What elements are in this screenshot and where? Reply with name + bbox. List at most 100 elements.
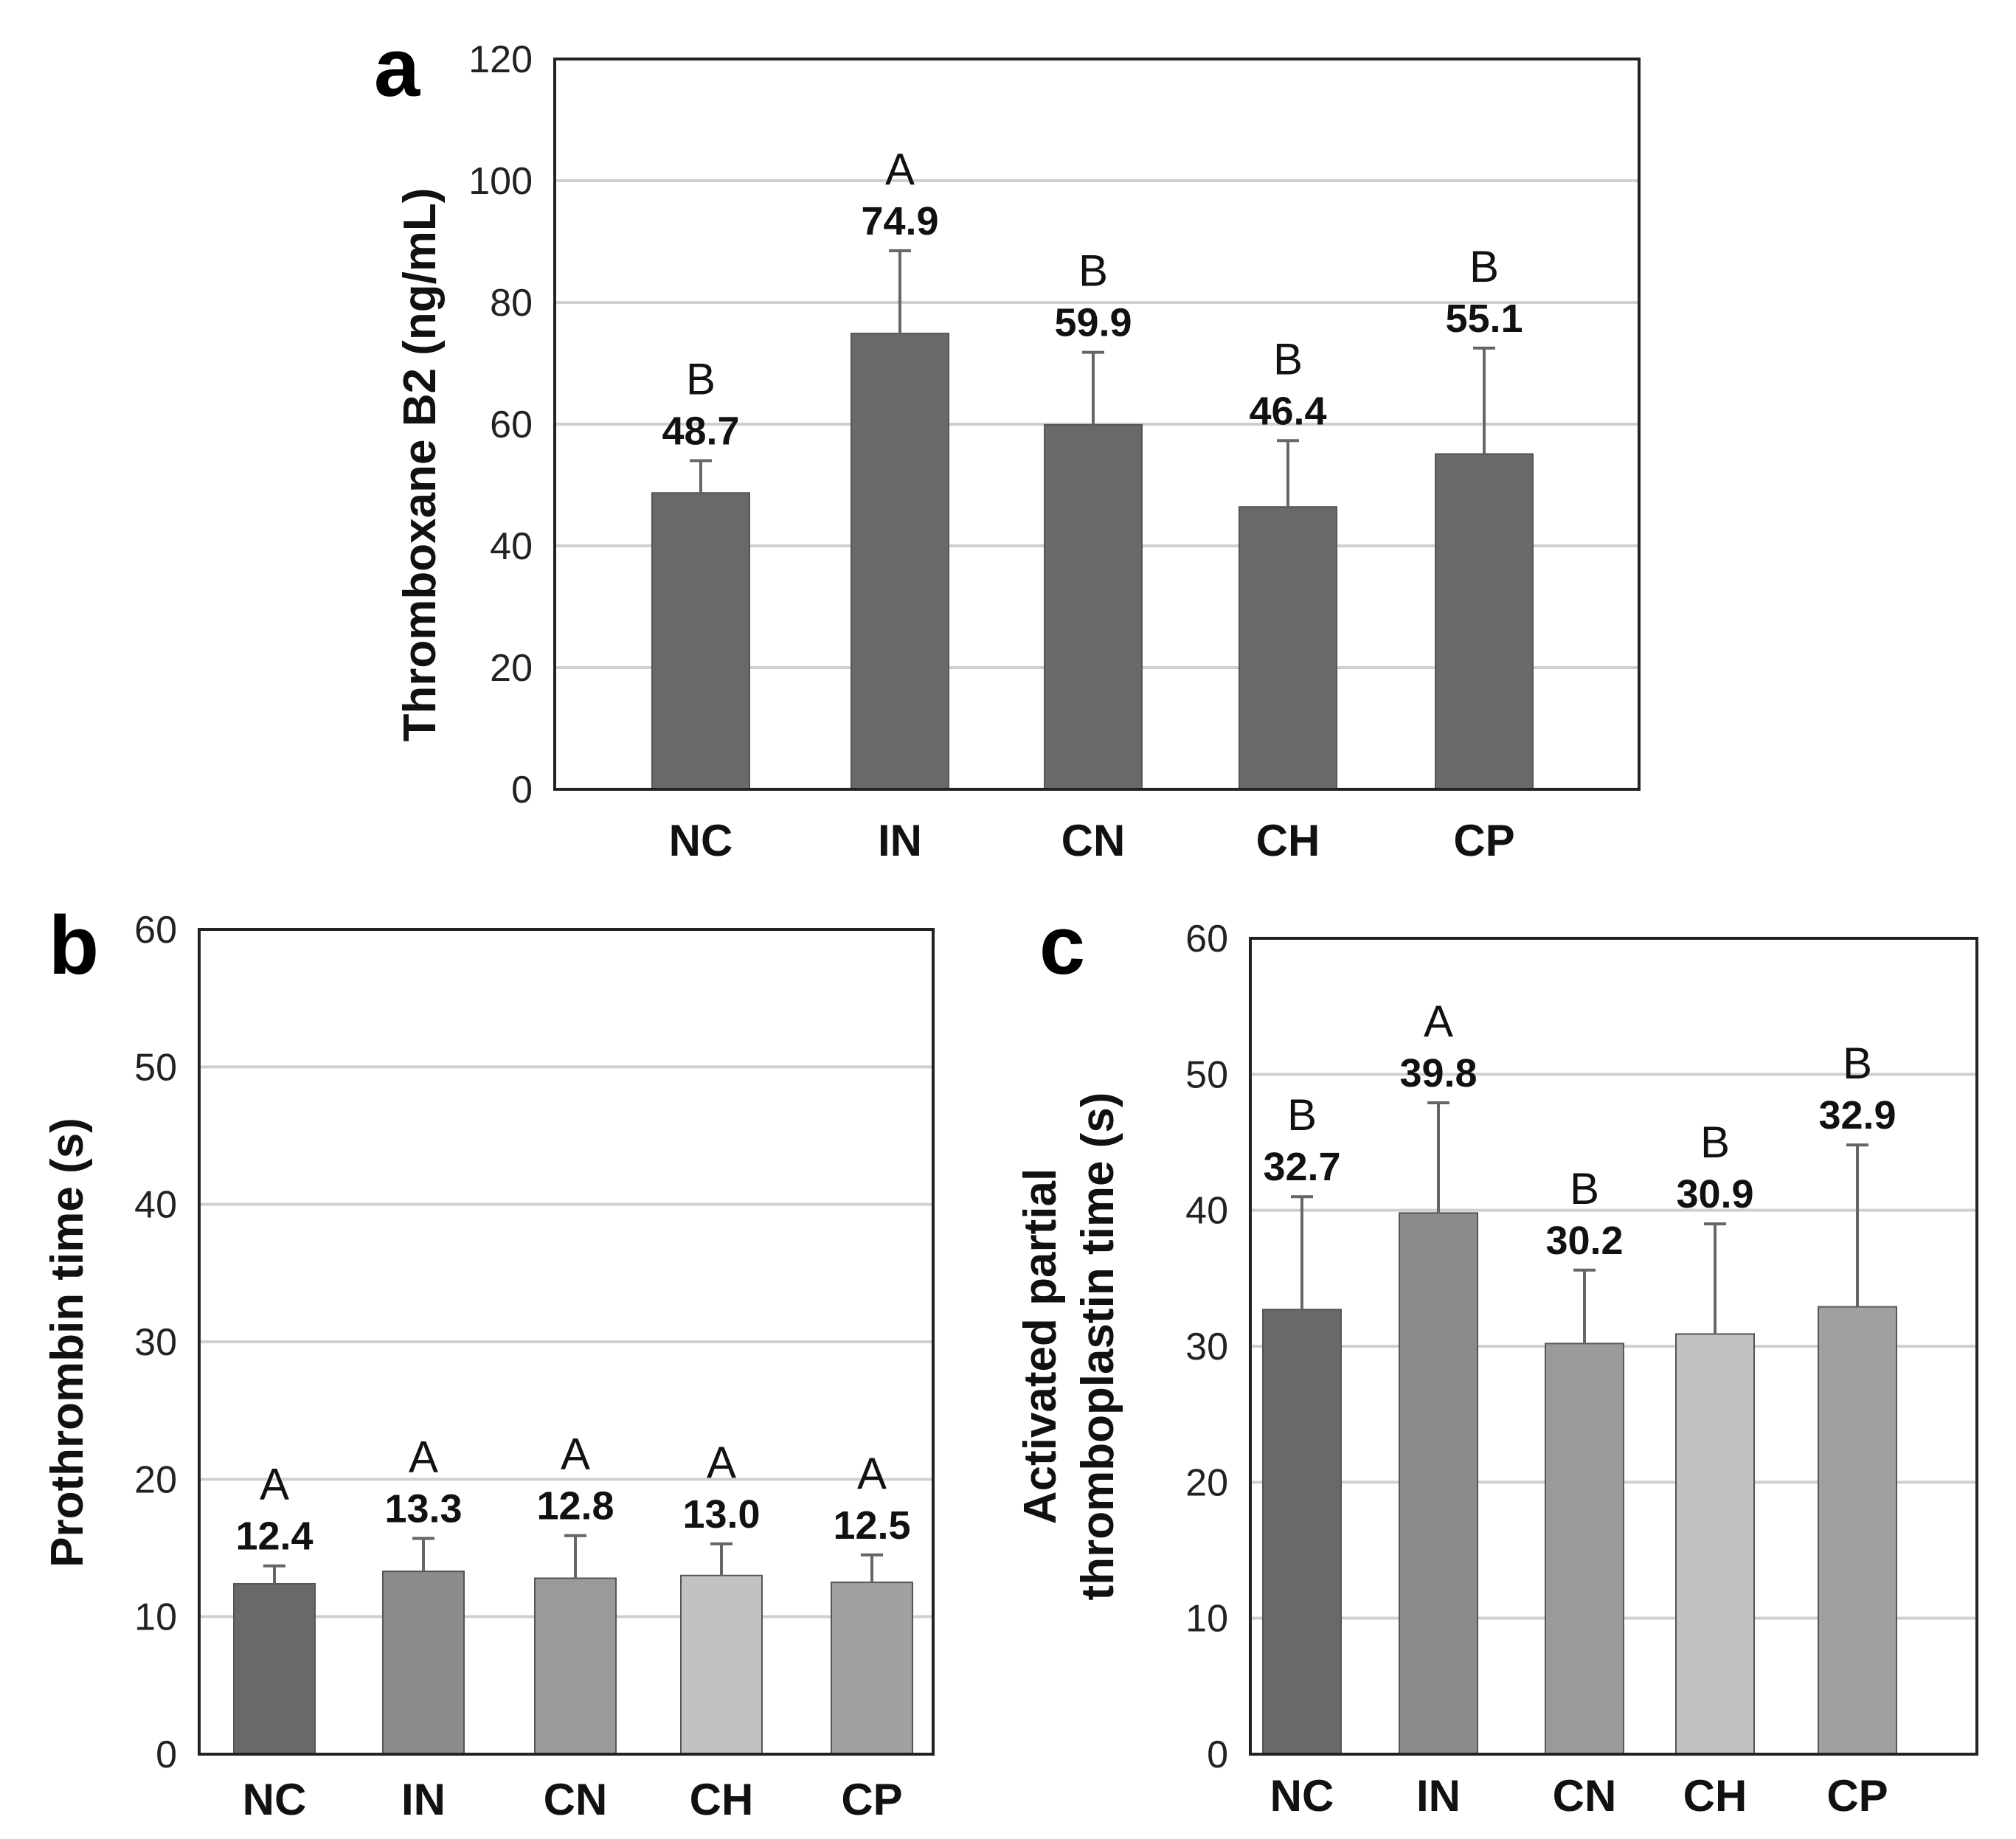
panel-a-category-label: NC [669,816,733,865]
panel-a-bar-ch [1239,506,1337,790]
panel-b-x-axis-labels: NC IN CN CH CP [243,1775,903,1824]
panel-a-category-label: CP [1453,816,1514,865]
panel-c-y-axis-title: Activated partial [1015,1168,1066,1524]
panel-a-y-tick-label: 80 [490,282,533,325]
panel-c-significance-letter: B [1700,1118,1730,1167]
panel-c-aptt-chart: c 32.7 B 39.8 A 30.2 B 30.9 B 32.9 B 0 10 20 30 40 50 6… [1015,899,1978,1821]
panel-a-y-tick-label: 40 [490,525,533,568]
panel-c-value-label: 30.2 [1545,1219,1623,1263]
panel-a-bar-nc [651,492,750,790]
panel-c-y-tick-label: 40 [1185,1190,1228,1233]
panel-b-plot-frame [198,928,935,1756]
panel-b-bars: 12.4 A 13.3 A 12.8 A 13.0 A 12.5 A [233,1430,913,1756]
panel-c-significance-letter: A [1424,997,1453,1046]
panel-a-y-tick-label: 0 [511,769,533,811]
panel-b-bar-cn [534,1577,617,1756]
panel-b-value-label: 12.8 [536,1484,614,1528]
panel-c-y-axis-ticks: 0 10 20 30 40 50 60 [1185,918,1228,1776]
panel-b-y-tick-label: 40 [134,1184,177,1227]
panel-a-y-tick-label: 60 [490,404,533,446]
panel-a-bars: 48.7 B 74.9 A 59.9 B 46.4 B 55.1 B [651,145,1534,790]
panel-b-bar-in [382,1570,465,1756]
panel-c-y-tick-label: 30 [1185,1326,1228,1368]
panel-b-prothrombin-chart: b 12.4 A 13.3 A 12.8 A 13.0 A 12.5 A 0 10 20 30 40 50 6… [42,899,935,1824]
panel-a-significance-letter: B [1078,246,1108,296]
panel-c-plot-frame [1249,937,1978,1756]
panel-a-y-axis-title: Thromboxane B2 (ng/mL) [395,188,446,742]
panel-c-category-label: NC [1270,1771,1334,1821]
panel-b-significance-letter: A [409,1432,438,1481]
panel-c-y-tick-label: 60 [1185,918,1228,960]
panel-a-significance-letter: B [1469,242,1499,291]
panel-a-category-label: IN [878,816,922,865]
panel-b-value-label: 12.5 [833,1503,910,1548]
panel-a-bar-in [851,333,949,790]
panel-a-value-label: 59.9 [1054,301,1132,345]
panel-a-y-tick-label: 100 [468,160,533,203]
panel-a-y-axis-ticks: 0 20 40 60 80 100 120 [468,38,533,811]
panel-c-category-label: IN [1416,1771,1461,1821]
panel-b-y-axis-label: Prothrombin time (s) [42,1118,93,1568]
panel-a-y-tick-label: 120 [468,38,533,81]
panel-b-y-tick-label: 0 [156,1734,177,1776]
panel-a-bar-cp [1435,453,1534,790]
panel-c-value-label: 32.9 [1818,1093,1896,1137]
panel-a-bar-cn [1044,423,1143,790]
panel-a-plot-frame [553,58,1641,791]
panel-a-letter: a [374,21,420,114]
panel-a-x-axis-labels: NC IN CN CH CP [669,816,1515,865]
panel-c-category-label: CH [1683,1771,1747,1821]
panel-b-significance-letter: A [707,1438,736,1487]
panel-c-y-tick-label: 0 [1207,1734,1228,1776]
panel-a-value-label: 46.4 [1249,389,1326,433]
panel-a-significance-letter: B [1273,334,1303,384]
panel-b-bar-cp [831,1582,913,1755]
panel-c-y-tick-label: 50 [1185,1053,1228,1096]
panel-b-y-axis-ticks: 0 10 20 30 40 50 60 [134,909,177,1776]
panel-a-category-label: CH [1256,816,1320,865]
panel-c-y-axis-label: Activated partial thromboplastin time (s) [1015,1092,1123,1601]
panel-c-category-label: CP [1826,1771,1888,1821]
panel-c-significance-letter: B [1843,1039,1872,1088]
panel-b-significance-letter: A [857,1449,887,1498]
panel-c-letter: c [1039,899,1085,991]
panel-b-value-label: 13.3 [384,1486,462,1531]
panel-a-value-label: 74.9 [861,199,938,243]
panel-b-significance-letter: A [260,1460,289,1509]
panel-c-value-label: 39.8 [1399,1051,1477,1095]
panel-b-y-tick-label: 10 [134,1596,177,1639]
panel-b-y-tick-label: 50 [134,1046,177,1089]
panel-a-value-label: 48.7 [662,409,739,454]
panel-a-y-tick-label: 20 [490,647,533,690]
panel-c-y-tick-label: 20 [1185,1461,1228,1504]
panel-c-significance-letter: B [1570,1164,1599,1213]
panel-c-bar-cn [1545,1343,1624,1755]
panel-b-value-label: 12.4 [235,1514,313,1559]
panel-b-category-label: CN [544,1775,608,1824]
panel-a-thromboxane-chart: a 48.7 B 74.9 A 59.9 B 46.4 B 55.1 B 0 20 40 60 80 100… [374,21,1641,865]
panel-a-value-label: 55.1 [1445,297,1523,341]
panel-c-bar-ch [1675,1333,1755,1756]
panel-a-significance-letter: A [885,145,915,194]
panel-c-bar-cp [1818,1306,1897,1755]
panel-b-y-axis-title: Prothrombin time (s) [42,1118,93,1568]
panel-c-bars: 32.7 B 39.8 A 30.2 B 30.9 B 32.9 B [1262,997,1897,1756]
panel-b-bar-nc [233,1582,316,1756]
panel-c-y-tick-label: 10 [1185,1598,1228,1641]
panel-c-value-label: 32.7 [1263,1145,1340,1189]
panel-a-category-label: CN [1061,816,1126,865]
panel-a-y-axis-label: Thromboxane B2 (ng/mL) [395,188,446,742]
panel-b-category-label: NC [243,1775,307,1824]
panel-c-bar-in [1399,1212,1478,1756]
panel-b-significance-letter: A [561,1430,590,1479]
panel-c-significance-letter: B [1287,1090,1317,1140]
panel-a-significance-letter: B [686,355,716,404]
panel-b-category-label: CH [690,1775,754,1824]
panel-b-category-label: CP [841,1775,902,1824]
panel-b-bar-ch [680,1574,763,1755]
panel-c-x-axis-labels: NC IN CN CH CP [1270,1771,1888,1821]
panel-b-letter: b [49,899,99,991]
panel-c-value-label: 30.9 [1676,1172,1753,1216]
panel-b-y-tick-label: 30 [134,1321,177,1364]
